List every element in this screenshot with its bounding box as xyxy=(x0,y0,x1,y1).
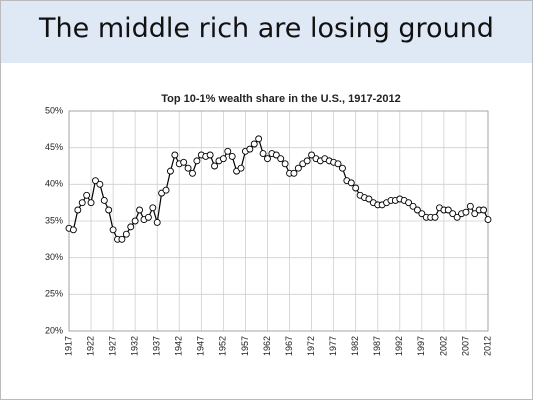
x-tick-label: 1952 xyxy=(218,336,228,356)
point xyxy=(105,206,113,214)
y-tick-label: 35% xyxy=(45,215,63,225)
y-tick-label: 30% xyxy=(45,252,63,262)
point xyxy=(449,210,457,218)
point xyxy=(290,169,298,177)
point xyxy=(365,195,373,203)
point xyxy=(136,206,144,214)
x-tick-label: 1947 xyxy=(196,336,206,356)
x-tick-label: 1967 xyxy=(284,336,294,356)
point xyxy=(255,135,263,143)
point xyxy=(480,206,488,214)
point xyxy=(462,208,470,216)
point xyxy=(413,206,421,214)
point xyxy=(228,153,236,160)
point xyxy=(272,151,280,159)
y-tick-label: 50% xyxy=(45,105,63,115)
point xyxy=(189,169,196,177)
x-tick-label: 1917 xyxy=(63,336,73,356)
point xyxy=(281,160,289,168)
point xyxy=(180,158,188,166)
y-tick-label: 25% xyxy=(45,289,63,299)
point xyxy=(484,216,492,223)
y-tick-label: 20% xyxy=(45,325,63,335)
point xyxy=(352,184,360,192)
point xyxy=(127,223,135,231)
point xyxy=(131,217,139,225)
point xyxy=(118,235,126,243)
point xyxy=(250,140,258,148)
x-tick-label: 1937 xyxy=(152,336,162,356)
point xyxy=(431,213,439,221)
point xyxy=(122,230,130,238)
point xyxy=(144,213,152,221)
point xyxy=(339,164,346,172)
point xyxy=(259,150,267,157)
point xyxy=(409,202,417,210)
x-tick-label: 1977 xyxy=(328,336,338,356)
slide-title: The middle rich are losing ground xyxy=(39,13,494,44)
point xyxy=(87,199,95,207)
point xyxy=(92,177,99,185)
x-tick-label: 2012 xyxy=(482,336,492,356)
point xyxy=(162,186,170,194)
point xyxy=(211,162,218,170)
header-band xyxy=(1,1,532,63)
point xyxy=(74,206,82,214)
x-tick-label: 2002 xyxy=(438,336,448,356)
point xyxy=(246,145,254,153)
point xyxy=(184,164,192,172)
x-tick-label: 1927 xyxy=(107,336,117,356)
point xyxy=(308,151,316,159)
point xyxy=(149,204,157,212)
point xyxy=(334,160,342,168)
point xyxy=(83,191,91,199)
point xyxy=(166,167,174,175)
x-tick-label: 1962 xyxy=(262,336,272,356)
x-tick-label: 1972 xyxy=(306,336,316,356)
point xyxy=(303,157,311,165)
point xyxy=(453,213,461,221)
point xyxy=(444,206,452,214)
chart-title: Top 10-1% wealth share in the U.S., 1917… xyxy=(161,93,400,105)
point xyxy=(171,151,179,159)
x-tick-label: 1922 xyxy=(85,336,95,356)
point xyxy=(109,226,117,234)
point xyxy=(471,210,479,218)
x-tick-label: 1932 xyxy=(130,336,140,356)
point xyxy=(418,210,426,218)
x-tick-label: 1997 xyxy=(416,336,426,356)
x-tick-label: 1987 xyxy=(372,336,382,356)
chart: Top 10-1% wealth share in the U.S., 1917… xyxy=(45,93,492,356)
x-tick-label: 1982 xyxy=(350,336,360,356)
point xyxy=(224,147,232,155)
x-tick-label: 1942 xyxy=(174,336,184,356)
x-tick-label: 2007 xyxy=(460,336,470,356)
point xyxy=(405,199,413,207)
point xyxy=(219,155,227,163)
point xyxy=(466,202,474,210)
point xyxy=(78,199,86,207)
point xyxy=(206,151,214,159)
point xyxy=(69,226,77,234)
x-tick-label: 1957 xyxy=(240,336,250,356)
point xyxy=(237,164,245,172)
point xyxy=(153,219,161,226)
point xyxy=(347,179,355,187)
point xyxy=(277,155,285,163)
point xyxy=(100,197,108,204)
y-tick-label: 40% xyxy=(45,179,63,189)
point xyxy=(96,180,104,188)
point xyxy=(193,157,201,165)
point xyxy=(294,164,302,172)
y-tick-label: 45% xyxy=(45,142,63,152)
x-tick-label: 1992 xyxy=(394,336,404,356)
point xyxy=(264,155,271,163)
